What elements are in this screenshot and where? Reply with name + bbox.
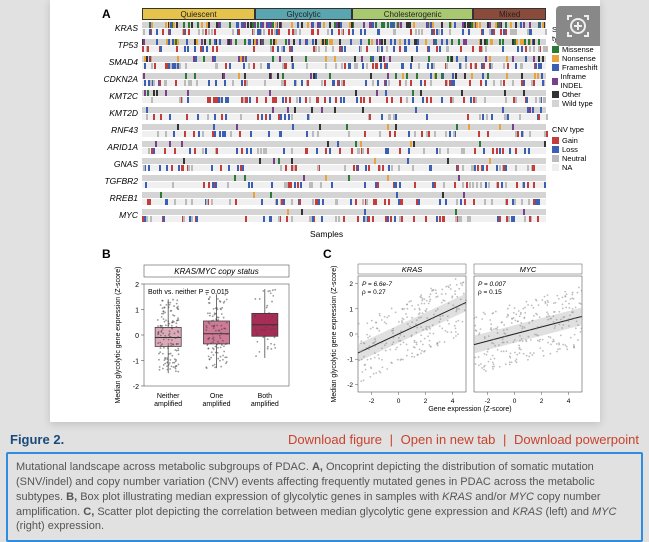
gene-row-RNF43 xyxy=(142,124,546,140)
caption-b-pre: Box plot illustrating median expression … xyxy=(77,491,442,503)
figure-number-label: Figure 2. xyxy=(10,432,64,447)
svg-text:0: 0 xyxy=(135,333,139,340)
svg-text:Neither: Neither xyxy=(157,393,180,400)
subtype-cholesterogenic: Cholesterogenic xyxy=(352,8,473,20)
svg-text:-1: -1 xyxy=(347,357,353,364)
svg-text:-2: -2 xyxy=(133,384,139,391)
svg-text:Median glycolytic gene express: Median glycolytic gene expression (Z-sco… xyxy=(331,266,338,403)
gene-label-MYC: MYC xyxy=(90,211,138,220)
svg-text:amplified: amplified xyxy=(251,401,279,408)
gene-row-ARID1A xyxy=(142,141,546,157)
svg-text:2: 2 xyxy=(540,398,544,405)
svg-text:1: 1 xyxy=(349,306,353,313)
svg-text:4: 4 xyxy=(567,398,571,405)
figure-footer: Figure 2. Download figure | Open in new … xyxy=(10,432,639,447)
gene-label-KRAS: KRAS xyxy=(90,24,138,33)
panel-c-scatter: Median glycolytic gene expression (Z-sco… xyxy=(328,262,586,414)
gene-row-KMT2D xyxy=(142,107,546,123)
caption-c-mid: (left) and xyxy=(542,506,592,518)
caption-b-label: B, xyxy=(66,491,77,503)
gene-label-SMAD4: SMAD4 xyxy=(90,58,138,67)
svg-text:P = 0.007: P = 0.007 xyxy=(478,281,506,288)
svg-text:KRAS/MYC copy status: KRAS/MYC copy status xyxy=(174,267,258,276)
magnify-expand-icon xyxy=(566,14,590,38)
svg-text:MYC: MYC xyxy=(520,265,537,274)
figure-card: A QuiescentGlycolyticCholesterogenicMixe… xyxy=(50,0,600,422)
gene-label-TP53: TP53 xyxy=(90,41,138,50)
gene-row-CDKN2A xyxy=(142,73,546,89)
caption-b-kras: KRAS xyxy=(442,491,472,503)
svg-text:ρ = 0.27: ρ = 0.27 xyxy=(362,289,386,296)
gene-row-SMAD4 xyxy=(142,56,546,72)
caption-c-pre: Scatter plot depicting the correlation b… xyxy=(94,506,512,518)
gene-row-MYC xyxy=(142,209,546,225)
gene-label-TGFBR2: TGFBR2 xyxy=(90,177,138,186)
gene-row-RREB1 xyxy=(142,192,546,208)
svg-text:-2: -2 xyxy=(485,398,491,405)
svg-text:0: 0 xyxy=(513,398,517,405)
panel-b-label: B xyxy=(102,247,111,261)
svg-text:-2: -2 xyxy=(369,398,375,405)
download-ppt-link[interactable]: Download powerpoint xyxy=(514,432,639,447)
open-new-tab-link[interactable]: Open in new tab xyxy=(401,432,496,447)
svg-text:-1: -1 xyxy=(133,359,139,366)
caption-c-label: C, xyxy=(83,506,94,518)
gene-row-GNAS xyxy=(142,158,546,174)
gene-row-KMT2C xyxy=(142,90,546,106)
legend-cnv: CNV typeGainLossNeutralNA xyxy=(552,125,586,172)
gene-label-RREB1: RREB1 xyxy=(90,194,138,203)
svg-text:Median glycolytic gene express: Median glycolytic gene expression (Z-sco… xyxy=(115,267,122,404)
panel-a-label: A xyxy=(102,7,111,21)
gene-label-KMT2C: KMT2C xyxy=(90,92,138,101)
svg-text:P = 6.6e-7: P = 6.6e-7 xyxy=(362,281,392,288)
caption-c-kras: KRAS xyxy=(513,506,543,518)
svg-text:2: 2 xyxy=(349,281,353,288)
caption-b-myc: MYC xyxy=(509,491,533,503)
svg-text:4: 4 xyxy=(451,398,455,405)
caption-b-mid: and/or xyxy=(472,491,509,503)
gene-row-KRAS xyxy=(142,22,546,38)
panel-c-label: C xyxy=(323,247,332,261)
gene-label-CDKN2A: CDKN2A xyxy=(90,75,138,84)
caption-a-label: A, xyxy=(312,461,323,473)
svg-text:0: 0 xyxy=(349,332,353,339)
gene-row-TGFBR2 xyxy=(142,175,546,191)
gene-label-RNF43: RNF43 xyxy=(90,126,138,135)
separator: | xyxy=(503,432,506,447)
samples-axis-label: Samples xyxy=(310,229,343,239)
caption-c-myc: MYC xyxy=(592,506,616,518)
figure-caption: Mutational landscape across metabolic su… xyxy=(6,452,643,542)
svg-text:Gene expression (Z-score): Gene expression (Z-score) xyxy=(428,406,511,413)
svg-text:1: 1 xyxy=(135,308,139,315)
gene-label-KMT2D: KMT2D xyxy=(90,109,138,118)
svg-text:amplified: amplified xyxy=(202,401,230,408)
svg-text:0: 0 xyxy=(397,398,401,405)
svg-text:2: 2 xyxy=(135,282,139,289)
zoom-button[interactable] xyxy=(556,6,600,46)
gene-row-TP53 xyxy=(142,39,546,55)
svg-text:-2: -2 xyxy=(347,382,353,389)
separator: | xyxy=(390,432,393,447)
subtype-glycolytic: Glycolytic xyxy=(255,8,352,20)
svg-text:One: One xyxy=(210,393,223,400)
subtype-mixed: Mixed xyxy=(473,8,546,20)
oncoprint-rows xyxy=(142,22,546,226)
gene-label-ARID1A: ARID1A xyxy=(90,143,138,152)
panel-b-boxplot: KRAS/MYC copy statusBoth vs. neither P =… xyxy=(110,262,295,412)
svg-text:2: 2 xyxy=(424,398,428,405)
download-links: Download figure | Open in new tab | Down… xyxy=(288,432,639,447)
svg-text:Both: Both xyxy=(258,393,273,400)
caption-lead: Mutational landscape across metabolic su… xyxy=(16,461,309,473)
caption-c-post: (right) expression. xyxy=(16,520,104,532)
svg-text:KRAS: KRAS xyxy=(402,265,422,274)
subtype-quiescent: Quiescent xyxy=(142,8,255,20)
svg-text:amplified: amplified xyxy=(154,401,182,408)
svg-text:ρ = 0.15: ρ = 0.15 xyxy=(478,289,502,296)
subtype-bar: QuiescentGlycolyticCholesterogenicMixed xyxy=(142,8,546,20)
download-figure-link[interactable]: Download figure xyxy=(288,432,382,447)
gene-label-GNAS: GNAS xyxy=(90,160,138,169)
